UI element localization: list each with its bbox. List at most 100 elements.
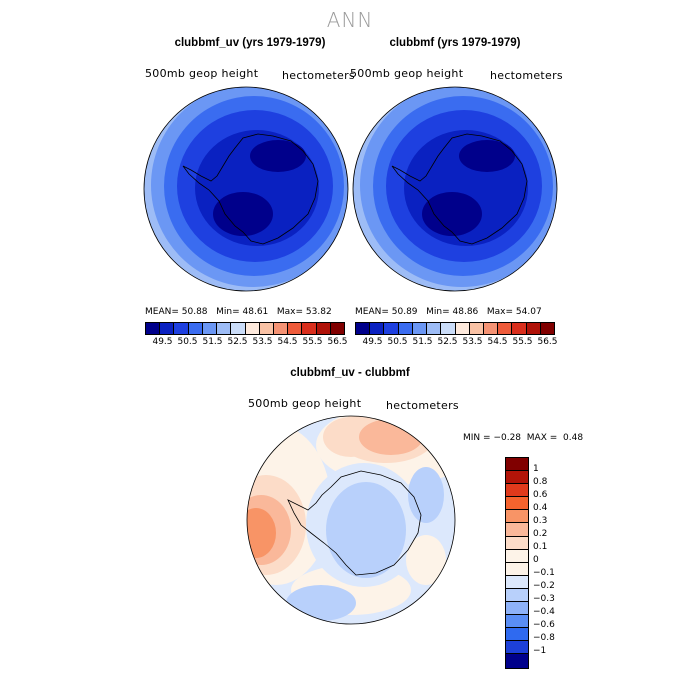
difference-colorbar	[505, 457, 529, 669]
colorbar-tick-label: 53.5	[462, 337, 483, 347]
colorbar-box	[384, 323, 399, 334]
colorbar-box	[506, 628, 528, 642]
difference-max-label: MAX =	[526, 433, 558, 443]
panel-2-stats: MEAN= 50.89 Min= 48.86 Max= 54.07	[355, 307, 542, 317]
panel-1-min-value: 48.61	[242, 307, 269, 317]
difference-title: clubbmf_uv - clubbmf	[290, 367, 410, 379]
colorbar-box	[316, 323, 331, 334]
colorbar-tick-label: 0.3	[533, 516, 548, 526]
colorbar-tick-label: 0.2	[533, 529, 548, 539]
colorbar-box	[302, 323, 317, 334]
difference-max-value: 0.48	[563, 433, 584, 443]
antarctica-coastline	[391, 133, 528, 245]
colorbar-tick-label: 0.6	[533, 490, 548, 500]
colorbar-box	[506, 458, 528, 472]
panel-1-variable: 500mb geop height	[145, 67, 259, 80]
colorbar-box	[427, 323, 442, 334]
colorbar-tick-label: 56.5	[327, 337, 348, 347]
difference-units: hectometers	[386, 399, 459, 412]
colorbar-tick-label: 50.5	[387, 337, 408, 347]
colorbar-tick-label: 53.5	[252, 337, 273, 347]
colorbar-box	[330, 323, 345, 334]
panel-2-variable: 500mb geop height	[350, 67, 464, 80]
panel-2-contours	[353, 87, 557, 291]
panel-1-colorbar-labels: 49.5 50.5 51.5 52.5 53.5 54.5 55.5 56.5	[150, 337, 350, 347]
colorbar-tick-label: 1	[533, 464, 539, 474]
colorbar-box	[512, 323, 527, 334]
panel-1-mean-label: MEAN=	[145, 307, 179, 317]
colorbar-box	[540, 323, 555, 334]
colorbar-tick-label: 54.5	[277, 337, 298, 347]
panel-2-map-border	[352, 86, 558, 292]
colorbar-box	[217, 323, 232, 334]
panel-1-units: hectometers	[282, 69, 355, 82]
colorbar-tick-label: 0.8	[533, 477, 548, 487]
colorbar-box	[455, 323, 470, 334]
panel-2-colorbar-labels: 49.5 50.5 51.5 52.5 53.5 54.5 55.5 56.5	[360, 337, 560, 347]
colorbar-box	[398, 323, 413, 334]
panel-1-min-label: Min=	[216, 307, 240, 317]
colorbar-tick-label: −0.6	[533, 620, 555, 630]
colorbar-tick-label: 50.5	[177, 337, 198, 347]
panel-1-contours	[144, 87, 348, 291]
difference-variable: 500mb geop height	[248, 397, 362, 410]
colorbar-box	[506, 575, 528, 589]
colorbar-box	[506, 523, 528, 537]
colorbar-box	[506, 654, 528, 668]
panel-2-min-value: 48.86	[452, 307, 479, 317]
colorbar-tick-label: 55.5	[512, 337, 533, 347]
panel-2-map	[352, 86, 558, 292]
colorbar-box	[469, 323, 484, 334]
colorbar-tick-label: −0.3	[533, 594, 555, 604]
colorbar-box	[506, 562, 528, 576]
antarctica-coastline	[287, 470, 422, 576]
panel-2-max-label: Max=	[486, 307, 514, 317]
colorbar-box	[498, 323, 513, 334]
colorbar-box	[245, 323, 260, 334]
panel-2-title: clubbmf (yrs 1979-1979)	[389, 37, 521, 49]
colorbar-box	[188, 323, 203, 334]
colorbar-tick-label: 52.5	[437, 337, 458, 347]
panel-1-stats: MEAN= 50.88 Min= 48.61 Max= 53.82	[145, 307, 332, 317]
colorbar-tick-label: 0	[533, 555, 539, 565]
colorbar-box	[160, 323, 175, 334]
colorbar-box	[412, 323, 428, 334]
panel-1-colorbar	[145, 322, 345, 335]
colorbar-tick-label: 0.4	[533, 503, 548, 513]
colorbar-box	[506, 549, 528, 563]
panel-1-max-value: 53.82	[305, 307, 332, 317]
difference-map	[246, 415, 456, 625]
colorbar-box	[506, 484, 528, 498]
main-title: ANN	[326, 8, 374, 32]
colorbar-box	[370, 323, 385, 334]
colorbar-box	[231, 323, 246, 334]
colorbar-box	[506, 536, 528, 550]
colorbar-box	[506, 588, 528, 603]
colorbar-box	[483, 323, 499, 334]
colorbar-box	[202, 323, 218, 334]
panel-2-min-label: Min=	[426, 307, 450, 317]
colorbar-tick-label: 49.5	[152, 337, 173, 347]
difference-min-value: −0.28	[493, 433, 522, 443]
colorbar-box	[259, 323, 274, 334]
colorbar-box	[506, 510, 528, 524]
panel-2-mean-value: 50.89	[391, 307, 418, 317]
colorbar-box	[506, 615, 528, 629]
colorbar-tick-label: 51.5	[412, 337, 433, 347]
colorbar-box	[506, 471, 528, 485]
colorbar-box	[288, 323, 303, 334]
panel-2-mean-label: MEAN=	[355, 307, 389, 317]
colorbar-tick-label: 0.1	[533, 542, 548, 552]
colorbar-box	[174, 323, 189, 334]
panel-1-map-border	[143, 86, 349, 292]
colorbar-tick-label: 55.5	[302, 337, 323, 347]
colorbar-tick-label: 51.5	[202, 337, 223, 347]
colorbar-tick-label: −0.1	[533, 568, 555, 578]
colorbar-tick-label: 52.5	[227, 337, 248, 347]
colorbar-tick-label: −0.2	[533, 581, 555, 591]
colorbar-box	[506, 497, 528, 511]
colorbar-box	[146, 323, 161, 334]
colorbar-tick-label: −0.4	[533, 607, 555, 617]
colorbar-tick-label: −0.8	[533, 633, 555, 643]
antarctica-coastline	[182, 133, 319, 245]
